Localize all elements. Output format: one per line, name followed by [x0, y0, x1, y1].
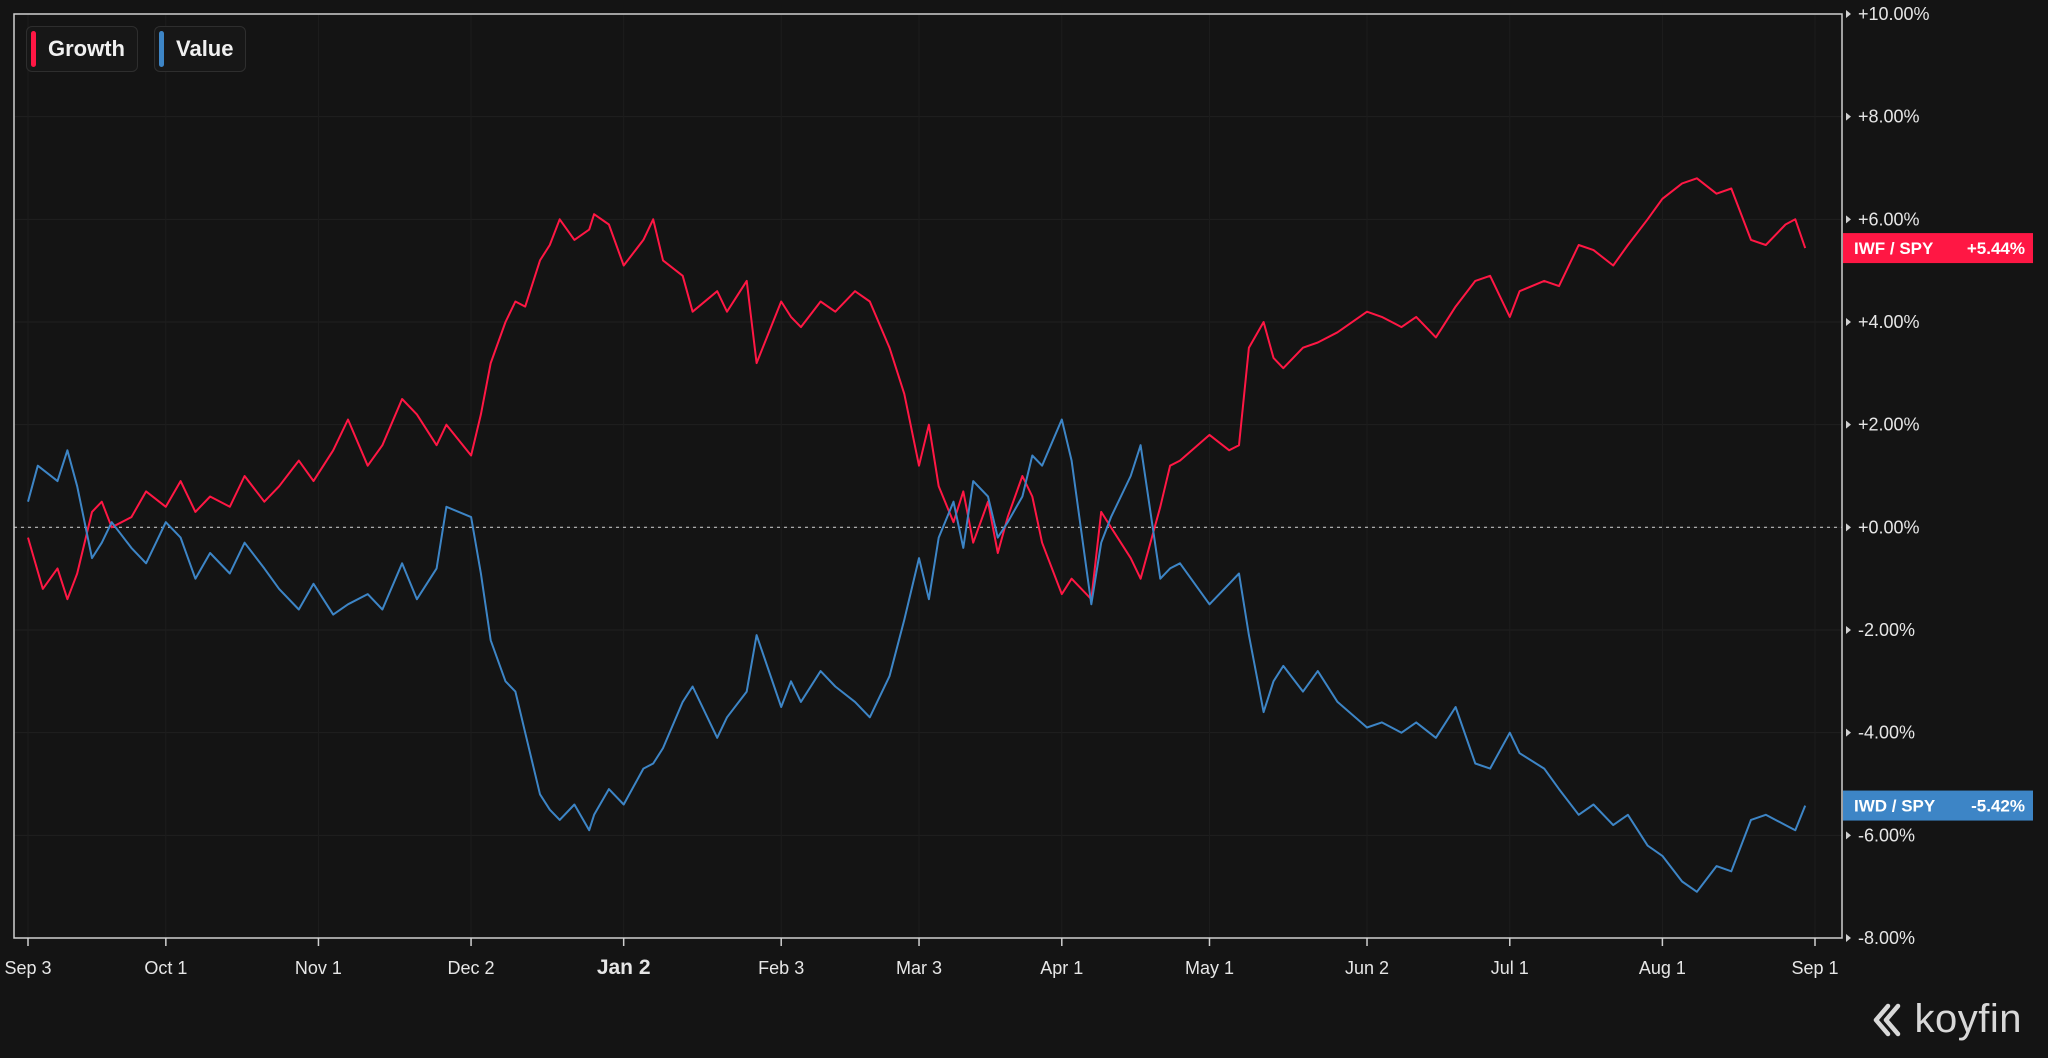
legend: Growth Value — [26, 26, 247, 72]
x-tick-label-jan-2: Jan 2 — [597, 956, 651, 979]
y-tick-mark — [1846, 934, 1851, 942]
x-tick-label-jul-1: Jul 1 — [1491, 958, 1529, 978]
y-tick-mark — [1846, 831, 1851, 840]
legend-item-growth[interactable]: Growth — [26, 26, 138, 72]
brand-logo: koyfin — [1871, 997, 2023, 1042]
legend-label-growth: Growth — [48, 36, 125, 61]
y-tick-mark — [1846, 112, 1851, 121]
y-tick-label: +4.00% — [1858, 312, 1920, 332]
y-tick-mark — [1846, 626, 1851, 634]
x-tick-label-may-1: May 1 — [1185, 958, 1234, 978]
y-tick-mark — [1846, 523, 1851, 532]
y-tick-label: +8.00% — [1858, 107, 1920, 127]
badge-last-value: -5.42% — [1971, 797, 2025, 816]
x-tick-label-jun-2: Jun 2 — [1345, 958, 1389, 978]
last-value-badge-growth: IWF / SPY +5.44% — [1843, 233, 2033, 264]
y-tick-label: -6.00% — [1858, 825, 1915, 845]
y-tick-mark — [1846, 215, 1851, 224]
x-tick-label-feb-3: Feb 3 — [758, 958, 804, 978]
legend-label-value: Value — [176, 36, 234, 61]
grid — [14, 13, 1842, 939]
x-tick-label-sep-3: Sep 3 — [4, 958, 51, 978]
y-tick-mark — [1846, 728, 1851, 737]
plot-border — [13, 13, 1843, 939]
legend-item-value[interactable]: Value — [154, 26, 247, 72]
last-value-badge-value: IWD / SPY -5.42% — [1843, 790, 2033, 821]
badge-series-label: IWF / SPY — [1854, 239, 1934, 258]
y-tick-mark — [1846, 420, 1851, 429]
badge-last-value: +5.44% — [1967, 239, 2025, 258]
y-tick-label: +6.00% — [1858, 209, 1920, 229]
y-tick-label: +0.00% — [1858, 517, 1920, 537]
badge-bg — [1843, 233, 2033, 264]
y-tick-label: +2.00% — [1858, 415, 1920, 435]
x-tick-label-dec-2: Dec 2 — [448, 958, 495, 978]
y-tick-label: -4.00% — [1858, 723, 1915, 743]
y-tick-label: -8.00% — [1858, 928, 1915, 948]
badge-bg — [1843, 790, 2033, 821]
y-axis: +10.00% +8.00% +6.00% +4.00% +2.00% +0.00% -2.… — [1846, 4, 1930, 948]
legend-swatch-growth — [31, 31, 36, 67]
badge-series-label: IWD / SPY — [1854, 797, 1936, 816]
x-tick-label-sep-1: Sep 1 — [1791, 958, 1838, 978]
last-value-layer: IWF / SPY +5.44% IWD / SPY -5.42% — [1843, 233, 2033, 821]
series-line-value — [27, 418, 1807, 893]
x-axis: Sep 3 Oct 1 Nov 1 Dec 2 Jan 2 Feb 3 Mar 3 Apr 1… — [4, 938, 1839, 979]
x-tick-label-nov-1: Nov 1 — [295, 958, 342, 978]
series-line-growth — [27, 177, 1807, 601]
brand-name: koyfin — [1914, 997, 2022, 1041]
x-tick-label-mar-3: Mar 3 — [896, 958, 942, 978]
legend-swatch-value — [159, 31, 164, 67]
y-tick-mark — [1846, 318, 1851, 326]
koyfin-logo-icon — [1873, 1003, 1900, 1036]
x-tick-label-apr-1: Apr 1 — [1040, 958, 1083, 978]
y-tick-label: -2.00% — [1858, 620, 1915, 640]
x-tick-label-oct-1: Oct 1 — [144, 958, 187, 978]
y-tick-label: +10.00% — [1858, 4, 1930, 24]
y-tick-mark — [1846, 10, 1851, 18]
x-tick-label-aug-1: Aug 1 — [1639, 958, 1686, 978]
series-layer — [27, 177, 1807, 893]
